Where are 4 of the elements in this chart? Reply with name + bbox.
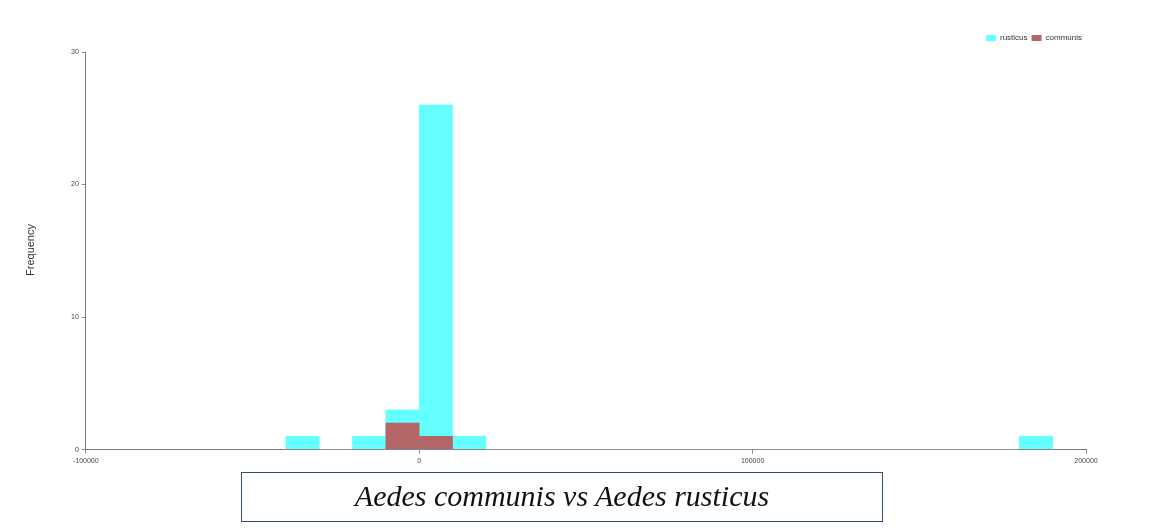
text: Aedes communis vs Aedes rusticus [241, 472, 883, 522]
y-axis-title: Frequency [24, 224, 36, 276]
legend-label: communis [1045, 33, 1082, 43]
legend-label: rusticus [999, 33, 1028, 43]
